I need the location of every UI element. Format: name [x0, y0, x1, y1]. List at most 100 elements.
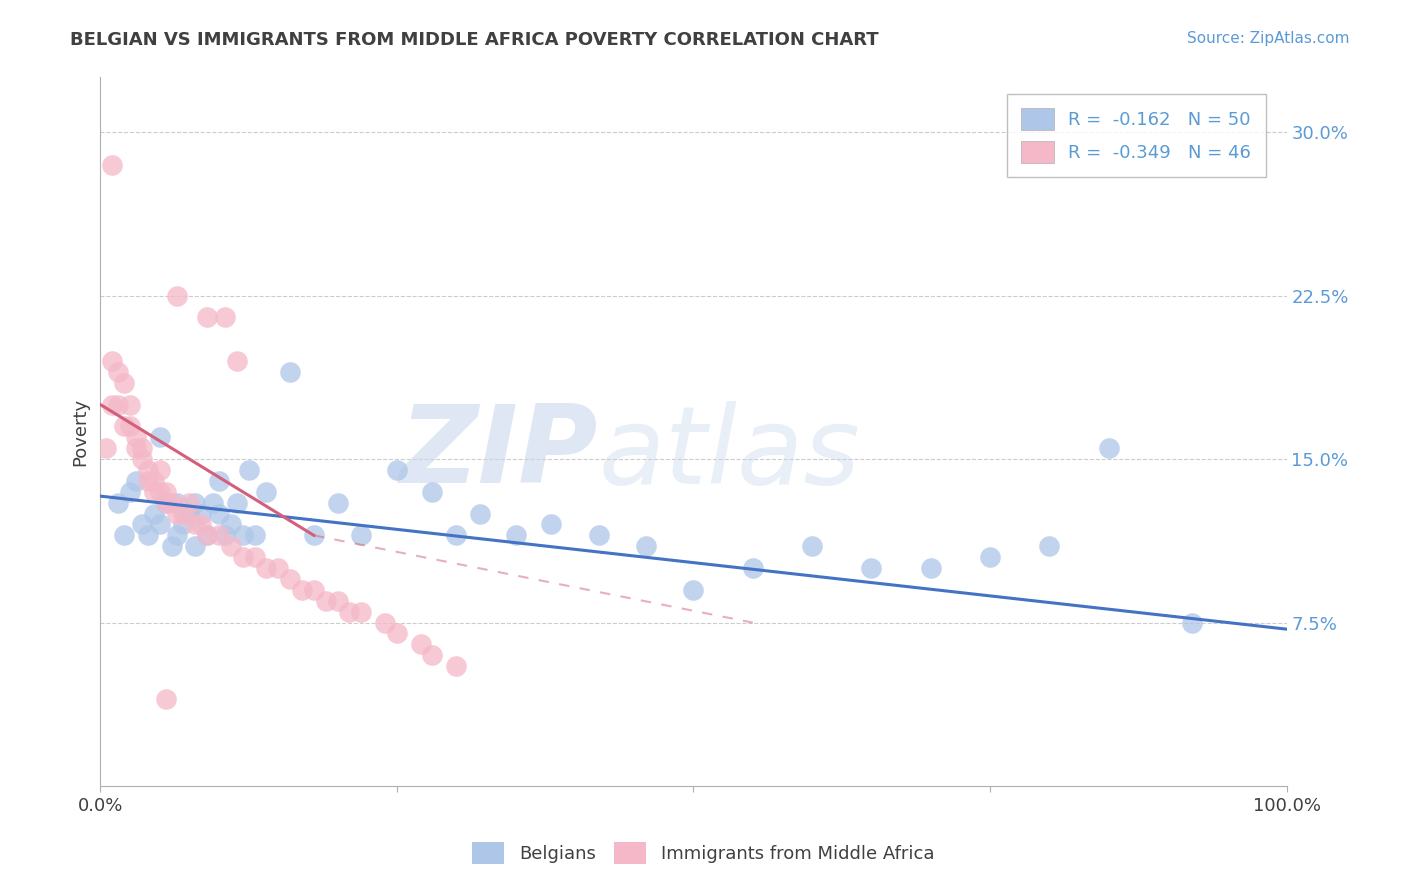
Point [118, 419, 141, 434]
Point [225, 354, 247, 368]
Point [409, 637, 432, 651]
Legend: Belgians, Immigrants from Middle Africa: Belgians, Immigrants from Middle Africa [457, 828, 949, 879]
Point [385, 463, 408, 477]
Point [101, 398, 124, 412]
Point [225, 496, 247, 510]
Point [219, 517, 242, 532]
Point [125, 474, 148, 488]
Point [422, 484, 444, 499]
Point [444, 659, 467, 673]
Point [172, 507, 194, 521]
Point [184, 517, 207, 532]
Point [149, 484, 172, 499]
Point [107, 398, 129, 412]
Point [232, 550, 254, 565]
Point [149, 463, 172, 477]
Point [468, 507, 491, 521]
Point [179, 496, 201, 510]
Point [254, 561, 277, 575]
Point [238, 463, 260, 477]
Point [634, 539, 657, 553]
Point [96, 441, 118, 455]
Point [190, 507, 212, 521]
Point [385, 626, 408, 640]
Point [136, 528, 159, 542]
Point [142, 507, 165, 521]
Text: BELGIAN VS IMMIGRANTS FROM MIDDLE AFRICA POVERTY CORRELATION CHART: BELGIAN VS IMMIGRANTS FROM MIDDLE AFRICA… [70, 31, 879, 49]
Point [741, 561, 763, 575]
Point [166, 507, 188, 521]
Point [243, 550, 266, 565]
Point [291, 582, 314, 597]
Point [190, 517, 212, 532]
Point [278, 572, 301, 586]
Point [214, 310, 236, 325]
Point [195, 310, 218, 325]
Point [131, 452, 153, 467]
Point [374, 615, 396, 630]
Text: atlas: atlas [599, 401, 860, 506]
Point [184, 496, 207, 510]
Point [682, 582, 704, 597]
Point [131, 441, 153, 455]
Point [254, 484, 277, 499]
Point [118, 484, 141, 499]
Point [125, 430, 148, 444]
Point [172, 517, 194, 532]
Point [315, 594, 337, 608]
Point [326, 594, 349, 608]
Point [166, 496, 188, 510]
Point [112, 528, 135, 542]
Point [422, 648, 444, 663]
Y-axis label: Poverty: Poverty [72, 398, 89, 466]
Point [155, 496, 177, 510]
Point [107, 496, 129, 510]
Point [979, 550, 1001, 565]
Point [350, 605, 373, 619]
Point [179, 507, 201, 521]
Point [142, 484, 165, 499]
Point [801, 539, 824, 553]
Point [278, 365, 301, 379]
Point [202, 496, 225, 510]
Point [444, 528, 467, 542]
Point [588, 528, 610, 542]
Point [131, 517, 153, 532]
Point [160, 539, 183, 553]
Point [118, 398, 141, 412]
Point [1038, 539, 1060, 553]
Point [208, 474, 231, 488]
Point [350, 528, 373, 542]
Point [107, 365, 129, 379]
Point [1181, 615, 1204, 630]
Legend: R =  -0.162   N = 50, R =  -0.349   N = 46: R = -0.162 N = 50, R = -0.349 N = 46 [1007, 94, 1265, 178]
Point [195, 528, 218, 542]
Point [232, 528, 254, 542]
Point [166, 528, 188, 542]
Point [219, 539, 242, 553]
Point [302, 582, 325, 597]
Point [267, 561, 290, 575]
Point [125, 441, 148, 455]
Text: ZIP: ZIP [401, 400, 599, 506]
Point [155, 484, 177, 499]
Point [136, 463, 159, 477]
Point [149, 517, 172, 532]
Point [184, 539, 207, 553]
Point [860, 561, 883, 575]
Point [112, 419, 135, 434]
Point [155, 496, 177, 510]
Text: Source: ZipAtlas.com: Source: ZipAtlas.com [1187, 31, 1350, 46]
Point [112, 376, 135, 390]
Point [214, 528, 236, 542]
Point [101, 354, 124, 368]
Point [339, 605, 361, 619]
Point [920, 561, 942, 575]
Point [540, 517, 562, 532]
Point [195, 528, 218, 542]
Point [302, 528, 325, 542]
Point [326, 496, 349, 510]
Point [505, 528, 527, 542]
Point [160, 496, 183, 510]
Point [208, 528, 231, 542]
